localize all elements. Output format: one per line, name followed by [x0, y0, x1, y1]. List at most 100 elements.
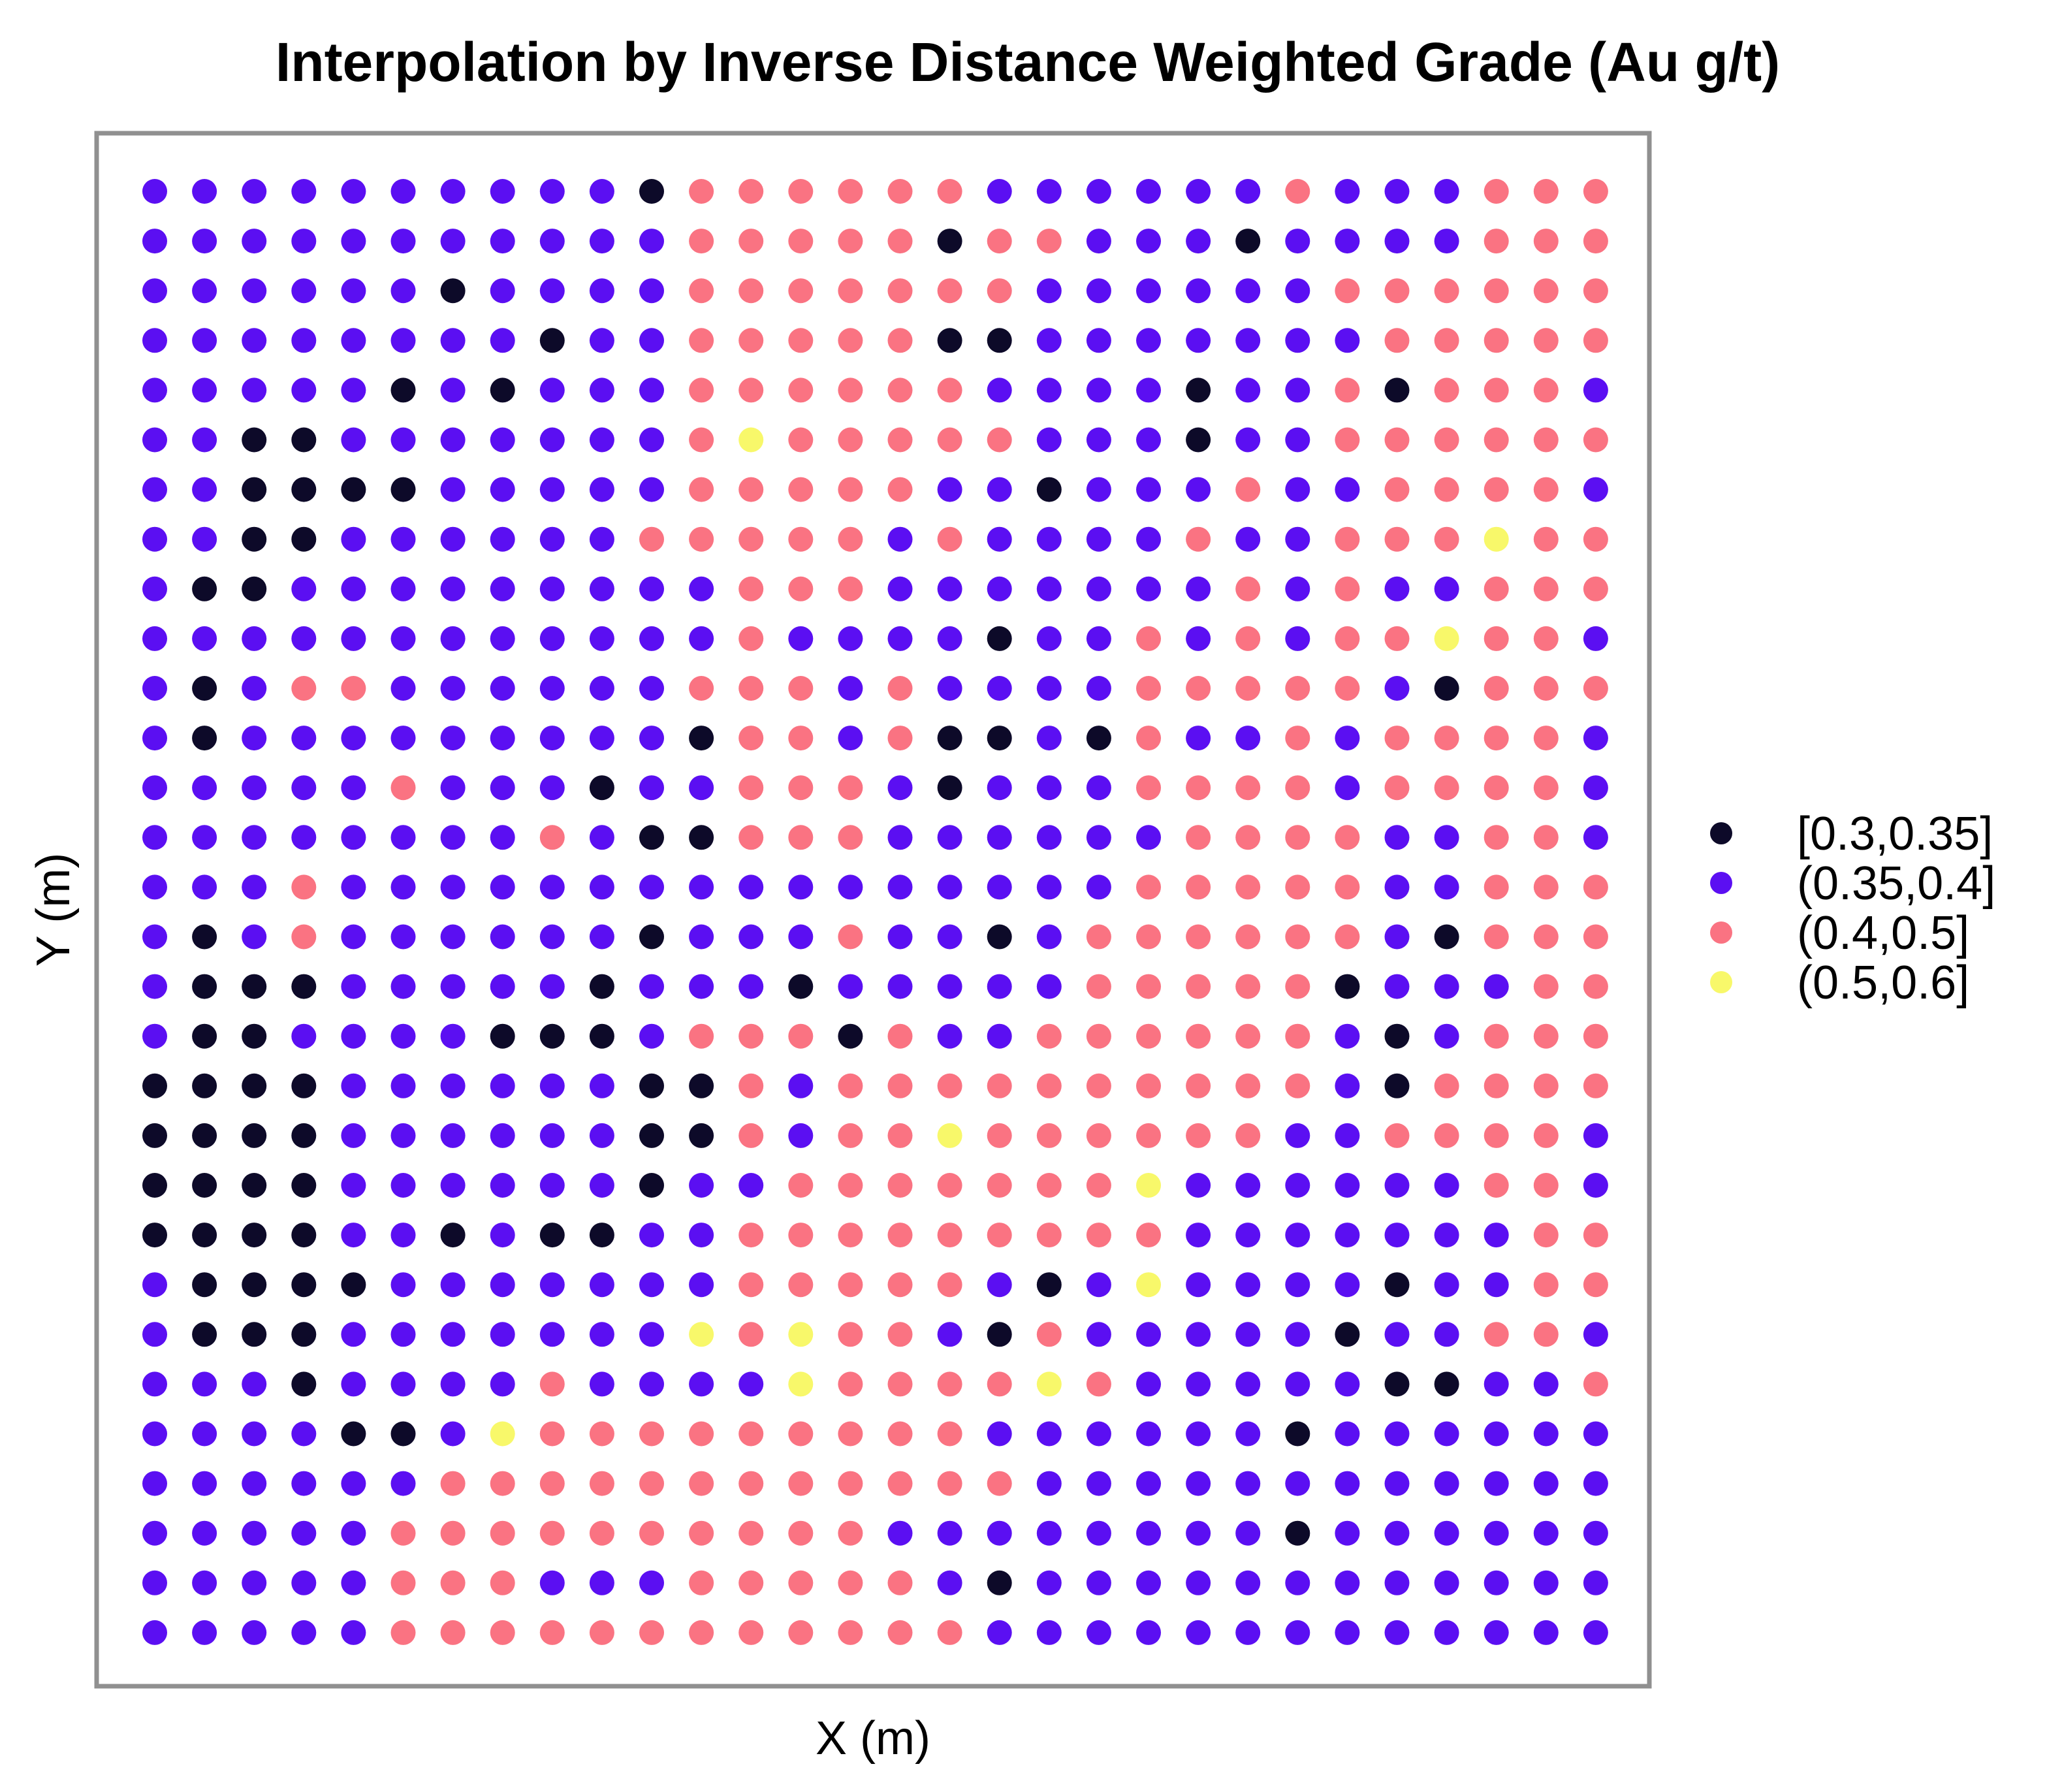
- data-point: [539, 1123, 565, 1148]
- data-point: [1583, 1223, 1608, 1248]
- data-point: [1136, 179, 1161, 204]
- data-point: [1335, 1570, 1360, 1595]
- data-point: [192, 477, 217, 502]
- data-point: [242, 377, 267, 403]
- data-point: [1434, 1073, 1459, 1098]
- data-point: [937, 626, 962, 651]
- data-point: [689, 726, 714, 751]
- data-point: [639, 526, 664, 552]
- data-point: [490, 427, 515, 453]
- data-point: [242, 1471, 267, 1496]
- data-point: [1533, 1421, 1559, 1447]
- data-point: [937, 1023, 962, 1049]
- data-point: [1434, 427, 1459, 453]
- data-point: [440, 229, 466, 254]
- data-point: [1384, 1223, 1410, 1248]
- data-point: [639, 1173, 664, 1198]
- data-point: [1086, 1023, 1111, 1049]
- data-point: [987, 626, 1012, 651]
- data-point: [987, 726, 1012, 751]
- data-point: [689, 1570, 714, 1595]
- data-point: [142, 1471, 167, 1496]
- data-point: [1235, 1520, 1261, 1546]
- data-point: [539, 924, 565, 950]
- data-point: [1136, 526, 1161, 552]
- data-point: [589, 1471, 614, 1496]
- legend-key: [1710, 921, 1732, 944]
- data-point: [1583, 477, 1608, 502]
- data-point: [1235, 377, 1261, 403]
- data-point: [639, 1421, 664, 1447]
- data-point: [242, 1173, 267, 1198]
- data-point: [1235, 775, 1261, 801]
- data-point: [291, 825, 317, 850]
- data-point: [1036, 626, 1062, 651]
- data-point: [937, 1570, 962, 1595]
- data-point: [689, 924, 714, 950]
- data-point: [689, 1520, 714, 1546]
- data-point: [1136, 1620, 1161, 1645]
- data-point: [1484, 427, 1509, 453]
- data-point: [887, 825, 913, 850]
- data-point: [1186, 377, 1211, 403]
- data-point: [1335, 1223, 1360, 1248]
- data-point: [838, 377, 863, 403]
- data-point: [1335, 676, 1360, 701]
- data-point: [738, 1520, 764, 1546]
- data-point: [788, 1272, 814, 1298]
- data-point: [1335, 1620, 1360, 1645]
- data-point: [1335, 974, 1360, 999]
- data-point: [440, 775, 466, 801]
- data-point: [1484, 328, 1509, 353]
- data-point: [440, 1173, 466, 1198]
- data-point: [192, 229, 217, 254]
- data-point: [887, 1570, 913, 1595]
- data-point: [390, 775, 416, 801]
- data-point: [738, 1322, 764, 1347]
- data-point: [639, 974, 664, 999]
- data-point: [142, 775, 167, 801]
- data-point: [937, 328, 962, 353]
- data-point: [1235, 1173, 1261, 1198]
- data-point: [689, 1223, 714, 1248]
- data-point: [390, 924, 416, 950]
- data-point: [589, 825, 614, 850]
- data-point: [1335, 328, 1360, 353]
- data-point: [390, 974, 416, 999]
- data-point: [1086, 1123, 1111, 1148]
- data-point: [1384, 1421, 1410, 1447]
- data-point: [341, 427, 366, 453]
- data-point: [1335, 726, 1360, 751]
- data-point: [639, 775, 664, 801]
- data-point: [1434, 1421, 1459, 1447]
- data-point: [490, 377, 515, 403]
- data-point: [738, 229, 764, 254]
- data-point: [639, 229, 664, 254]
- data-point: [937, 676, 962, 701]
- data-point: [838, 974, 863, 999]
- data-point: [1583, 1471, 1608, 1496]
- data-point: [1285, 924, 1310, 950]
- data-point: [1086, 526, 1111, 552]
- data-point: [242, 576, 267, 601]
- data-point: [1384, 874, 1410, 900]
- data-point: [1036, 477, 1062, 502]
- data-point: [1086, 775, 1111, 801]
- data-point: [738, 1123, 764, 1148]
- data-point: [1434, 626, 1459, 651]
- data-point: [738, 526, 764, 552]
- data-point: [1583, 726, 1608, 751]
- data-point: [589, 1570, 614, 1595]
- data-point: [788, 1173, 814, 1198]
- data-point: [1036, 1570, 1062, 1595]
- data-point: [1384, 1023, 1410, 1049]
- data-point: [1186, 874, 1211, 900]
- data-point: [987, 1322, 1012, 1347]
- data-point: [1484, 179, 1509, 204]
- data-point: [937, 1371, 962, 1397]
- data-point: [639, 328, 664, 353]
- data-point: [1434, 526, 1459, 552]
- data-point: [1533, 1173, 1559, 1198]
- data-point: [838, 775, 863, 801]
- data-point: [539, 626, 565, 651]
